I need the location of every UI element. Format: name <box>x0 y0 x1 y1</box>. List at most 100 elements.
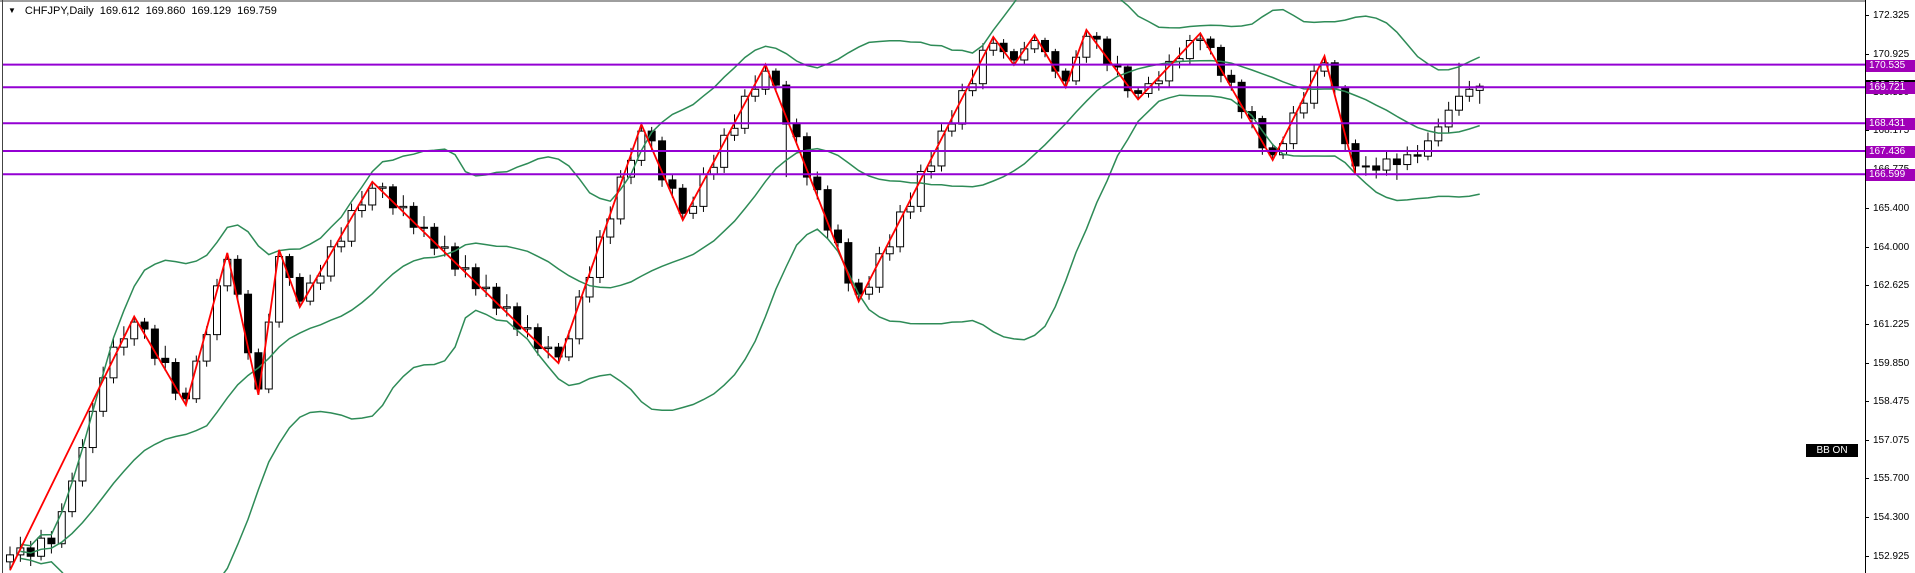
candle-body <box>1465 88 1474 97</box>
candle-body <box>834 229 842 244</box>
bollinger-lower-line <box>20 94 1480 573</box>
candle-body <box>1351 143 1360 167</box>
candle-body <box>1123 66 1132 92</box>
candle-body <box>709 166 718 175</box>
candle-body <box>440 246 449 249</box>
candle-body <box>1237 81 1246 113</box>
tick-price-label: 157.075 <box>1873 435 1910 446</box>
candle-body <box>171 362 180 394</box>
tick-price-label: 170.925 <box>1873 49 1910 60</box>
low-value: 169.129 <box>191 5 232 17</box>
candle-body <box>295 276 304 302</box>
candle-body <box>37 537 46 557</box>
tick-dash <box>1865 517 1869 518</box>
candle-body <box>420 226 428 229</box>
price-axis-panel[interactable] <box>1866 0 1915 573</box>
tick-price-label: 152.925 <box>1873 551 1910 562</box>
candle-body <box>906 205 915 213</box>
candle-body <box>161 357 170 364</box>
candle-body <box>865 286 874 295</box>
level-price-tag: 167.436 <box>1866 146 1915 158</box>
tick-dash <box>1865 401 1869 402</box>
chart-left-border <box>2 0 3 573</box>
tick-dash <box>1865 324 1869 325</box>
candle-body <box>1009 51 1018 61</box>
candle-body <box>1082 35 1091 58</box>
price-axis-line <box>1865 0 1866 573</box>
candle-body <box>730 127 739 136</box>
candle-body <box>523 327 532 330</box>
candle-body <box>989 42 998 51</box>
symbol-timeframe-label: CHFJPY,Daily <box>24 5 94 17</box>
candle-body <box>326 246 335 277</box>
candle-body <box>761 70 770 90</box>
candle-body <box>150 328 159 359</box>
candle-body <box>1154 80 1163 85</box>
candle-body <box>740 95 749 129</box>
chart-header: ▼ CHFJPY,Daily 169.612 169.860 169.129 169.75… <box>8 4 277 18</box>
level-price-tag: 166.599 <box>1866 169 1915 181</box>
candle-body <box>1444 109 1453 128</box>
candle-body <box>564 338 573 358</box>
candle-body <box>337 240 346 248</box>
candle-body <box>109 346 118 379</box>
candle-body <box>668 179 677 189</box>
candle-body <box>1134 90 1143 94</box>
candle-body <box>244 293 253 354</box>
tick-dash <box>1865 556 1869 557</box>
candle-body <box>275 256 284 323</box>
candle-body <box>595 236 604 278</box>
candle-body <box>937 130 946 167</box>
candle-body <box>1361 165 1370 168</box>
candle-body <box>927 165 936 173</box>
candle-body <box>1196 38 1205 41</box>
tick-price-label: 165.400 <box>1873 203 1910 214</box>
candle-body <box>1403 154 1412 166</box>
tick-dash <box>1865 440 1869 441</box>
candle-body <box>896 211 905 248</box>
candle-body <box>616 176 625 220</box>
candle-body <box>771 70 780 86</box>
tick-dash <box>1865 15 1869 16</box>
candle-body <box>689 205 698 214</box>
tick-dash <box>1865 54 1869 55</box>
candle-body <box>68 480 77 513</box>
tick-price-label: 159.850 <box>1873 358 1910 369</box>
candle-body <box>368 187 377 206</box>
candle-body <box>1227 74 1236 83</box>
zigzag-line <box>9 28 1357 571</box>
candle-body <box>1382 158 1391 171</box>
tick-dash <box>1865 285 1869 286</box>
candle-body <box>181 392 190 400</box>
candle-body <box>99 377 108 412</box>
candle-body <box>1185 39 1194 60</box>
candle-body <box>347 210 356 242</box>
candle-body <box>1289 112 1298 145</box>
candle-body <box>1392 158 1401 166</box>
candle-body <box>658 140 667 181</box>
price-chart-canvas[interactable] <box>0 0 1865 573</box>
candle-body <box>947 123 956 132</box>
candles-layer <box>6 29 1484 571</box>
symbol-dropdown-icon[interactable]: ▼ <box>8 6 16 15</box>
close-value: 169.759 <box>237 5 277 17</box>
candle-body <box>202 334 211 362</box>
tick-price-label: 162.625 <box>1873 280 1910 291</box>
candle-body <box>306 282 315 302</box>
tick-dash <box>1865 478 1869 479</box>
candle-body <box>492 286 501 309</box>
tick-price-label: 168.175 <box>1873 125 1910 136</box>
candle-body <box>1258 118 1267 149</box>
candle-body <box>875 253 884 288</box>
candle-body <box>1030 39 1039 50</box>
bb-toggle-button[interactable]: BB ON <box>1806 444 1858 457</box>
level-price-tag: 169.721 <box>1866 82 1915 94</box>
tick-dash <box>1865 130 1869 131</box>
open-value: 169.612 <box>99 5 140 17</box>
candle-body <box>399 205 408 209</box>
candle-body <box>606 218 615 238</box>
candle-body <box>130 321 139 340</box>
candle-body <box>647 130 656 142</box>
candle-body <box>6 554 14 563</box>
